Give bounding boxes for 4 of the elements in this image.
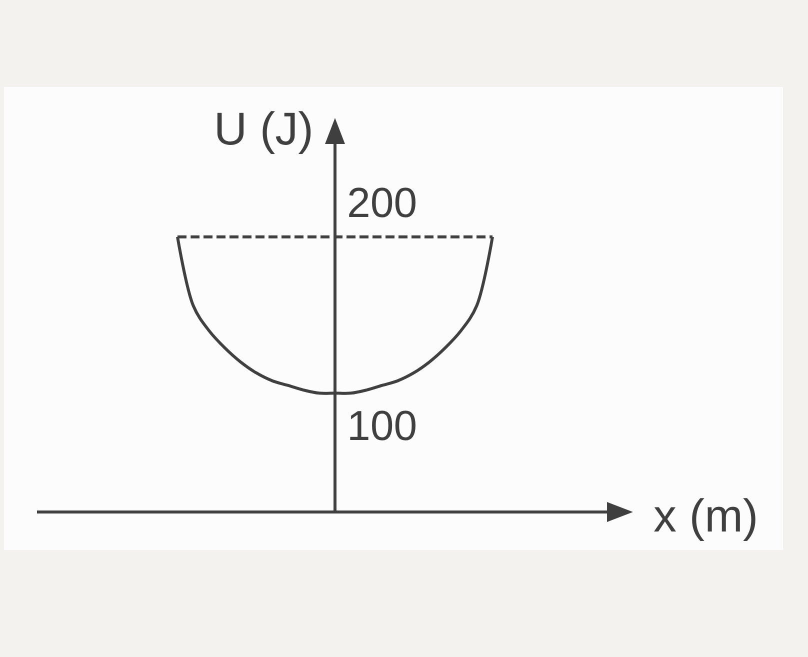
y-axis-title: U (J): [214, 102, 314, 154]
x-axis-title: x (m): [654, 490, 758, 542]
data-label: 200: [347, 178, 418, 226]
data-label: 100: [347, 402, 418, 450]
